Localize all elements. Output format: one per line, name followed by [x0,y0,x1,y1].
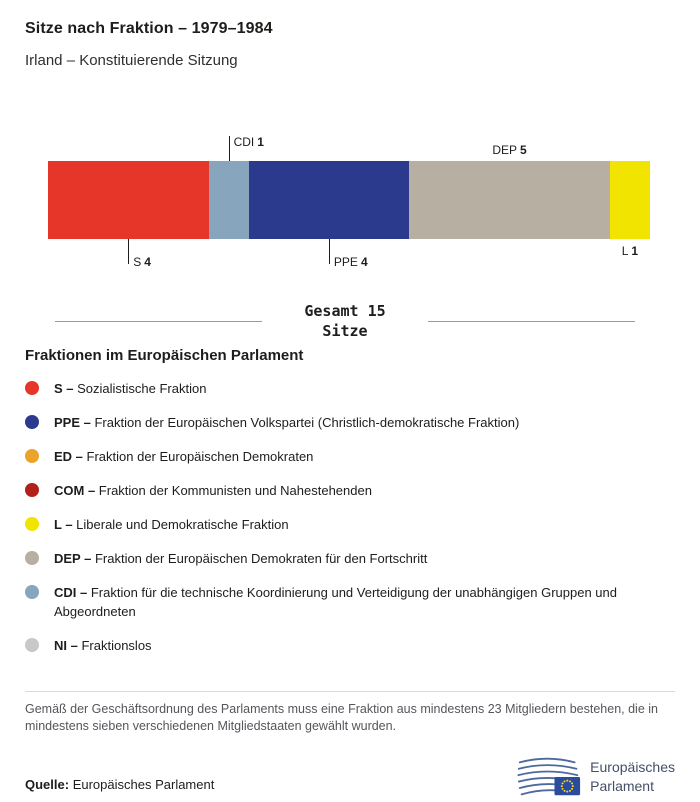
ep-logo-text-line2: Parlament [590,778,654,794]
legend-item-label: COM – Fraktion der Kommunisten und Nahes… [54,483,372,498]
legend-item-s: S – Sozialistische Fraktion [25,379,675,398]
legend-item-ni: NI – Fraktionslos [25,636,675,655]
source-label: Quelle: [25,776,70,792]
bar-segment-ppe[interactable] [248,161,410,239]
footer-divider [25,691,675,692]
legend-item-ed: ED – Fraktion der Europäischen Demokrate… [25,447,675,466]
bar-segment-cdi[interactable] [208,161,249,239]
callout-label-ppe: PPE 4 [333,255,368,269]
ep-logo-text: Europäisches Parlament [590,758,675,796]
legend-item-label: NI – Fraktionslos [54,638,152,653]
legend-color-dot [25,415,39,429]
legend-item-label: S – Sozialistische Fraktion [54,381,207,396]
legend-item-com: COM – Fraktion der Kommunisten und Nahes… [25,481,675,500]
legend-color-dot [25,638,39,652]
divider-line-left [55,320,263,322]
legend-color-dot [25,449,39,463]
bar-segment-dep[interactable] [409,161,610,239]
legend-color-dot [25,381,39,395]
legend-color-dot [25,483,39,497]
seat-chart: S 4 CDI 1 PPE 4 DEP 5 L 1 [48,121,650,279]
legend-item-ppe: PPE – Fraktion der Europäischen Volkspar… [25,413,675,432]
seat-bar [48,161,650,239]
divider-line-right [427,320,635,322]
ep-hemicycle-logo-icon [517,757,581,796]
source-line: Quelle: Europäisches Parlament [25,763,214,792]
total-seats-line2: Sitze [322,322,368,340]
legend-color-dot [25,517,39,531]
bar-segment-l[interactable] [609,161,650,239]
legend-heading: Fraktionen im Europäischen Parlament [25,347,304,364]
callout-label-cdi: CDI 1 [233,135,264,149]
callout-line-s [128,239,130,264]
ep-logo[interactable]: Europäisches Parlament [517,755,675,799]
eu-flag-icon [554,777,581,796]
legend-list: S – Sozialistische Fraktion PPE – Fraktio… [25,379,675,655]
total-seats-line1: Gesamt 15 [304,302,386,320]
legend-item-dep: DEP – Fraktion der Europäischen Demokrat… [25,549,675,568]
total-seats-label: Gesamt 15 Sitze [304,301,385,341]
legend-item-label: L – Liberale und Demokratische Fraktion [54,517,289,532]
legend-item-l: L – Liberale und Demokratische Fraktion [25,515,675,534]
legend-item-label: DEP – Fraktion der Europäischen Demokrat… [54,551,428,566]
callout-line-cdi [228,136,230,161]
legend-item-label: PPE – Fraktion der Europäischen Volkspar… [54,415,520,430]
callout-line-ppe [328,239,330,264]
callout-label-dep: DEP 5 [492,143,527,157]
ep-logo-text-line1: Europäisches [590,759,675,775]
footer-bottom-row: Quelle: Europäisches Parlament [25,755,675,799]
legend-color-dot [25,585,39,599]
legend-item-label: ED – Fraktion der Europäischen Demokrate… [54,449,314,464]
source-value: Europäisches Parlament [72,776,215,792]
bar-segment-s[interactable] [48,161,209,239]
legend-item-label: CDI – Fraktion für die technische Koordi… [54,585,617,619]
page-title: Sitze nach Fraktion – 1979–1984 [25,20,273,37]
page-subtitle: Irland – Konstituierende Sitzung [25,52,238,69]
header: Sitze nach Fraktion – 1979–1984 Irland –… [0,0,700,69]
footnote: Gemäß der Geschäftsordnung des Parlament… [25,702,658,733]
total-seats-divider: Gesamt 15 Sitze [55,301,635,341]
legend-item-cdi: CDI – Fraktion für die technische Koordi… [25,583,675,621]
legend-color-dot [25,551,39,565]
